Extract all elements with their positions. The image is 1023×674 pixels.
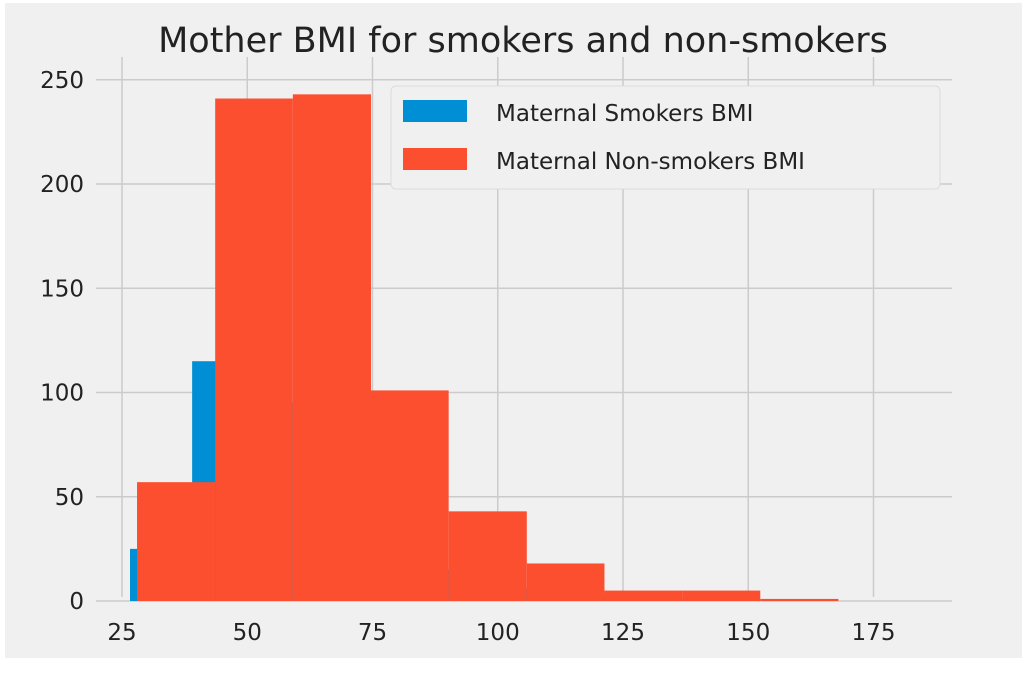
x-tick-label: 25 <box>107 620 136 646</box>
y-tick-label: 150 <box>40 276 84 302</box>
y-tick-label: 100 <box>40 381 84 407</box>
non-smokers-bar <box>682 590 761 601</box>
non-smokers-bar <box>604 590 683 601</box>
non-smokers-bar <box>370 390 449 601</box>
y-tick-label: 250 <box>40 68 84 94</box>
legend-swatch-smokers <box>403 100 467 122</box>
y-tick-label: 50 <box>55 485 84 511</box>
bars <box>130 94 839 601</box>
non-smokers-bar <box>760 598 839 601</box>
non-smokers-bar <box>137 482 216 601</box>
x-tick-label: 100 <box>476 620 520 646</box>
non-smokers-bar <box>215 98 293 601</box>
legend-label-smokers: Maternal Smokers BMI <box>496 101 753 127</box>
legend: Maternal Smokers BMI Maternal Non-smoker… <box>390 85 941 190</box>
tick-labels: 0 50 100 150 200 250 25 50 75 100 125 150 175 <box>40 68 895 646</box>
chart-title: Mother BMI for smokers and non-smokers <box>158 21 888 61</box>
x-tick-label: 125 <box>601 620 645 646</box>
y-tick-label: 200 <box>40 172 84 198</box>
non-smokers-bar <box>292 94 371 601</box>
legend-box <box>390 85 941 190</box>
x-tick-label: 175 <box>852 620 896 646</box>
x-tick-label: 50 <box>233 620 262 646</box>
non-smokers-bar <box>526 563 605 601</box>
x-tick-label: 150 <box>726 620 770 646</box>
x-tick-label: 75 <box>358 620 387 646</box>
legend-swatch-non-smokers <box>403 148 467 170</box>
non-smokers-bar <box>448 511 527 601</box>
legend-label-non-smokers: Maternal Non-smokers BMI <box>496 149 805 175</box>
y-tick-label: 0 <box>69 589 84 615</box>
